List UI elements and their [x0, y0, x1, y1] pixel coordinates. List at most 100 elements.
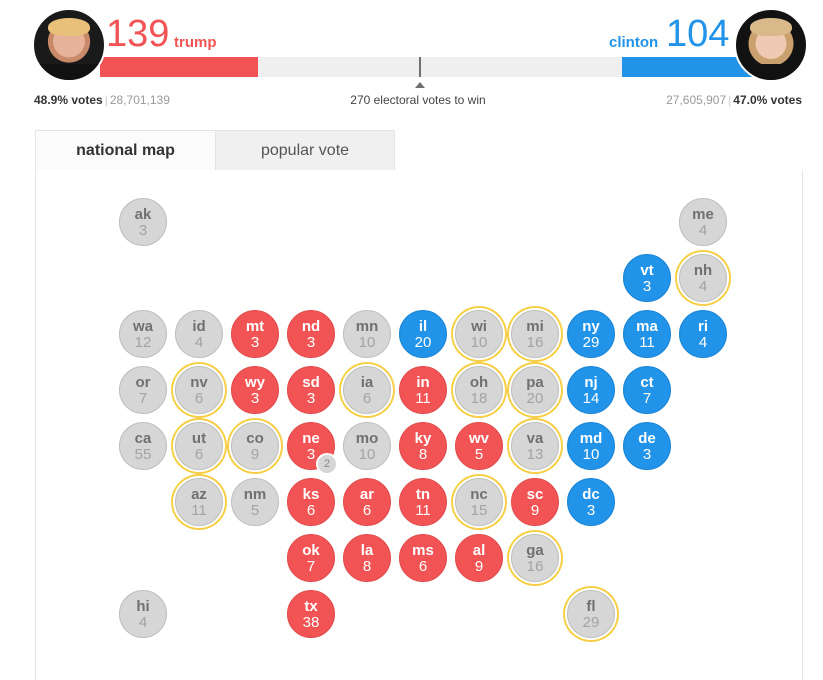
state-tile-fl[interactable]: fl 29	[567, 590, 615, 638]
state-abbr: ky	[414, 430, 432, 447]
state-tile-md[interactable]: md 10	[567, 422, 615, 470]
state-electoral-votes: 6	[362, 502, 372, 519]
state-tile-ar[interactable]: ar 6	[343, 478, 391, 526]
state-tile-nj[interactable]: nj 14	[567, 366, 615, 414]
win-threshold-marker	[419, 57, 421, 77]
state-abbr: dc	[582, 486, 600, 503]
state-tile-vt[interactable]: vt 3	[623, 254, 671, 302]
state-tile-de[interactable]: de 3	[623, 422, 671, 470]
suit-shape	[736, 64, 806, 80]
split-district-badge[interactable]: 2	[316, 453, 338, 475]
state-tile-wy[interactable]: wy 3	[231, 366, 279, 414]
state-tile-mo[interactable]: mo 10	[343, 422, 391, 470]
republican-popular-pct: 48.9% votes	[34, 93, 103, 107]
state-electoral-votes: 11	[191, 502, 207, 519]
state-tile-hi[interactable]: hi 4	[119, 590, 167, 638]
state-tile-nv[interactable]: nv 6	[175, 366, 223, 414]
state-abbr: la	[360, 542, 374, 559]
state-abbr: md	[579, 430, 603, 447]
state-abbr: sd	[302, 374, 320, 391]
state-tile-or[interactable]: or 7	[119, 366, 167, 414]
state-electoral-votes: 15	[470, 502, 488, 519]
state-abbr: nm	[243, 486, 267, 503]
state-tile-ks[interactable]: ks 6	[287, 478, 335, 526]
state-tile-ms[interactable]: ms 6	[399, 534, 447, 582]
state-tile-me[interactable]: me 4	[679, 198, 727, 246]
state-abbr: wv	[468, 430, 489, 447]
state-tile-pa[interactable]: pa 20	[511, 366, 559, 414]
win-threshold-label: 270 electoral votes to win	[350, 93, 486, 107]
state-tile-ri[interactable]: ri 4	[679, 310, 727, 358]
state-tile-sc[interactable]: sc 9	[511, 478, 559, 526]
state-tile-il[interactable]: il 20	[399, 310, 447, 358]
state-tile-ct[interactable]: ct 7	[623, 366, 671, 414]
state-electoral-votes: 29	[582, 614, 600, 631]
state-tile-oh[interactable]: oh 18	[455, 366, 503, 414]
state-tile-nh[interactable]: nh 4	[679, 254, 727, 302]
state-tile-al[interactable]: al 9	[455, 534, 503, 582]
state-tile-ut[interactable]: ut 6	[175, 422, 223, 470]
state-tile-wi[interactable]: wi 10	[455, 310, 503, 358]
state-tile-sd[interactable]: sd 3	[287, 366, 335, 414]
state-tile-ga[interactable]: ga 16	[511, 534, 559, 582]
state-electoral-votes: 13	[526, 446, 544, 463]
state-electoral-votes: 5	[250, 502, 260, 519]
state-tile-la[interactable]: la 8	[343, 534, 391, 582]
state-tile-ok[interactable]: ok 7	[287, 534, 335, 582]
democrat-electoral-count: 104	[666, 13, 730, 55]
state-electoral-votes: 18	[470, 390, 488, 407]
state-electoral-votes: 9	[474, 558, 484, 575]
state-tile-id[interactable]: id 4	[175, 310, 223, 358]
republican-candidate-name: trump	[174, 34, 217, 51]
state-tile-nd[interactable]: nd 3	[287, 310, 335, 358]
state-abbr: nv	[190, 374, 208, 391]
state-tile-ia[interactable]: ia 6	[343, 366, 391, 414]
state-tile-va[interactable]: va 13	[511, 422, 559, 470]
state-abbr: ok	[302, 542, 320, 559]
state-abbr: id	[192, 318, 206, 335]
state-abbr: ks	[302, 486, 320, 503]
state-abbr: az	[191, 486, 207, 503]
state-tile-nc[interactable]: nc 15	[455, 478, 503, 526]
state-tile-wv[interactable]: wv 5	[455, 422, 503, 470]
state-electoral-votes: 12	[134, 334, 152, 351]
state-abbr: tn	[415, 486, 431, 503]
hair-shape	[48, 18, 90, 36]
state-tile-ma[interactable]: ma 11	[623, 310, 671, 358]
state-electoral-votes: 4	[698, 334, 708, 351]
state-tile-ky[interactable]: ky 8	[399, 422, 447, 470]
view-tabs: national map popular vote	[35, 130, 803, 170]
state-abbr: wy	[244, 374, 265, 391]
democrat-popular-count: 27,605,907	[666, 93, 727, 107]
state-tile-nm[interactable]: nm 5	[231, 478, 279, 526]
state-tile-wa[interactable]: wa 12	[119, 310, 167, 358]
state-tile-tn[interactable]: tn 11	[399, 478, 447, 526]
state-tile-ca[interactable]: ca 55	[119, 422, 167, 470]
state-tile-az[interactable]: az 11	[175, 478, 223, 526]
state-abbr: nc	[470, 486, 488, 503]
state-electoral-votes: 10	[582, 446, 600, 463]
democrat-candidate-name: clinton	[609, 34, 659, 51]
tab-popular-vote[interactable]: popular vote	[215, 130, 395, 170]
state-electoral-votes: 6	[194, 446, 204, 463]
state-tile-mt[interactable]: mt 3	[231, 310, 279, 358]
state-tile-mn[interactable]: mn 10	[343, 310, 391, 358]
state-abbr: ms	[412, 542, 434, 559]
state-abbr: sc	[526, 486, 544, 503]
state-electoral-votes: 3	[138, 222, 148, 239]
state-abbr: ak	[134, 206, 152, 223]
state-electoral-votes: 11	[639, 334, 655, 351]
up-arrow-icon	[415, 82, 425, 88]
democrat-progress-bar	[622, 57, 752, 77]
state-tile-co[interactable]: co 9	[231, 422, 279, 470]
state-tile-ak[interactable]: ak 3	[119, 198, 167, 246]
state-tile-ny[interactable]: ny 29	[567, 310, 615, 358]
state-abbr: in	[416, 374, 430, 391]
tab-national-map[interactable]: national map	[35, 130, 215, 170]
republican-progress-bar	[100, 57, 258, 77]
state-tile-mi[interactable]: mi 16	[511, 310, 559, 358]
state-abbr: mi	[526, 318, 544, 335]
state-tile-in[interactable]: in 11	[399, 366, 447, 414]
state-tile-tx[interactable]: tx 38	[287, 590, 335, 638]
state-tile-dc[interactable]: dc 3	[567, 478, 615, 526]
